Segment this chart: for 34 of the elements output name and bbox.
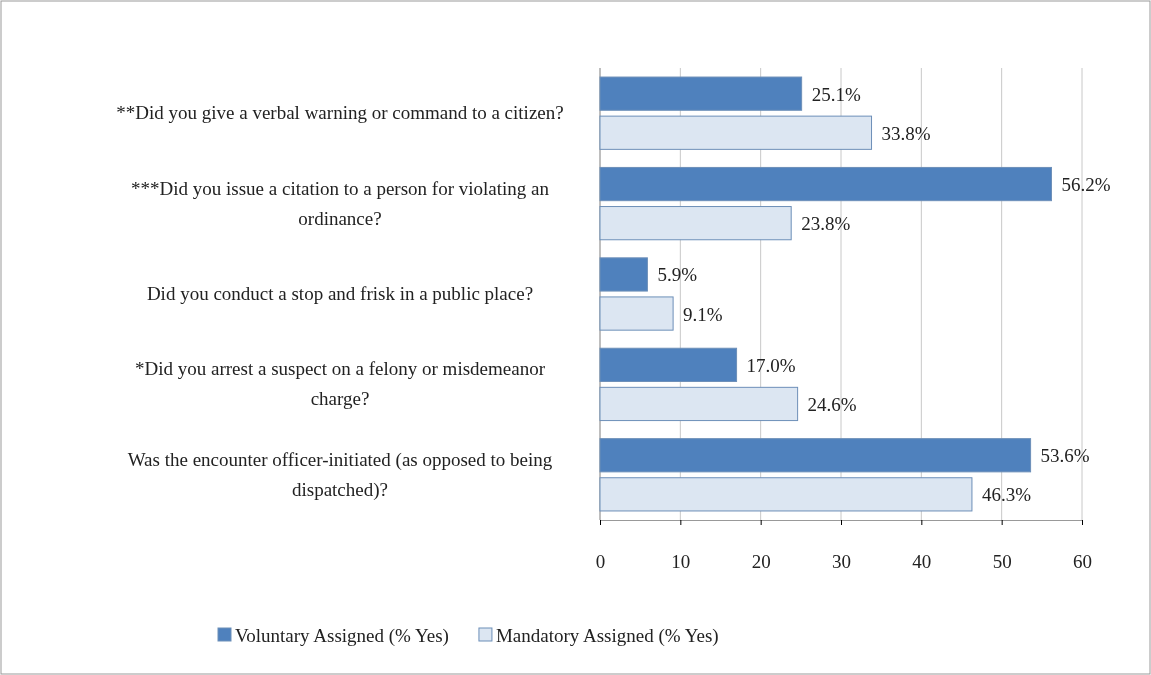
bar bbox=[599, 438, 1032, 473]
data-label: 5.9% bbox=[657, 264, 698, 286]
bar bbox=[599, 257, 648, 292]
x-tick-label: 30 bbox=[832, 551, 851, 573]
data-label: 24.6% bbox=[807, 393, 857, 415]
y-tick-label: *Did you arrest a suspect on a felony or misdemeanor charge? bbox=[135, 358, 546, 410]
data-label: 9.1% bbox=[683, 303, 723, 325]
bar bbox=[599, 477, 973, 512]
bar bbox=[599, 296, 674, 331]
bar bbox=[599, 115, 873, 150]
x-tick-label: 20 bbox=[751, 551, 771, 573]
x-tick-label: 50 bbox=[992, 551, 1012, 573]
y-tick-label: ***Did you issue a citation to a person for violating an ordinance? bbox=[131, 177, 550, 229]
y-tick-label: Did you conduct a stop and frisk in a public place? bbox=[146, 283, 534, 304]
bar bbox=[599, 386, 799, 422]
data-label: 46.3% bbox=[981, 484, 1032, 506]
bar bbox=[599, 347, 738, 382]
bar bbox=[599, 206, 792, 241]
data-label: 53.6% bbox=[1040, 445, 1090, 467]
y-tick-label: Was the encounter officer-initiated (as opposed to being dispatched)? bbox=[127, 448, 553, 501]
bar bbox=[599, 76, 803, 111]
x-tick-label: 60 bbox=[1073, 551, 1092, 573]
bar bbox=[599, 166, 1052, 202]
x-tick-label: 0 bbox=[595, 551, 606, 573]
data-label: 56.2% bbox=[1061, 174, 1111, 196]
data-label: 33.8% bbox=[881, 122, 931, 144]
x-tick-label: 40 bbox=[912, 551, 932, 573]
legend-label: Mandatory Assigned (% Yes) bbox=[495, 625, 719, 647]
data-label: 25.1% bbox=[811, 83, 861, 105]
x-tick-label: 10 bbox=[671, 551, 691, 573]
data-label: 23.8% bbox=[801, 213, 851, 235]
y-tick-label: **Did you give a verbal warning or command to a citizen? bbox=[116, 102, 564, 124]
legend-label: Voluntary Assigned (% Yes) bbox=[235, 625, 449, 647]
data-label: 17.0% bbox=[746, 354, 796, 376]
